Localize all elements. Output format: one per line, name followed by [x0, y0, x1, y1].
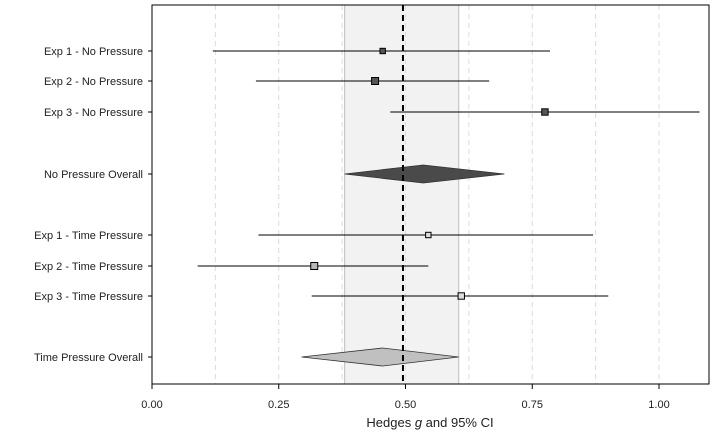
x-axis-title: Hedges g and 95% CI: [366, 415, 493, 430]
x-axis: 0.00 0.25 0.50 0.75 1.00: [141, 384, 670, 411]
row-label: No Pressure Overall: [44, 169, 143, 181]
row-label: Exp 1 - Time Pressure: [34, 230, 143, 242]
point-estimate: [371, 77, 380, 85]
row-marks: [197, 47, 700, 367]
point-estimate: [379, 47, 386, 55]
row-label: Exp 3 - Time Pressure: [34, 291, 143, 303]
row-label: Time Pressure Overall: [34, 352, 143, 364]
x-axis-title-part2: and 95% CI: [422, 415, 494, 430]
point-estimate: [457, 292, 465, 300]
point-estimate: [541, 108, 549, 116]
row-label: Exp 2 - No Pressure: [44, 76, 143, 88]
x-tick-label: 1.00: [648, 399, 669, 411]
x-axis-title-g: g: [415, 415, 423, 430]
x-tick-label: 0.00: [141, 399, 162, 411]
plot-frame: [151, 4, 710, 385]
x-tick-label: 0.50: [395, 399, 416, 411]
row-label: Exp 1 - No Pressure: [44, 46, 143, 58]
ci-shaded-region: [344, 4, 460, 385]
x-tick-label: 0.75: [522, 399, 543, 411]
row-label: Exp 3 - No Pressure: [44, 107, 143, 119]
row-label: Exp 2 - Time Pressure: [34, 261, 143, 273]
gridlines: [214, 5, 660, 384]
x-tick-label: 0.25: [268, 399, 289, 411]
point-estimate: [425, 231, 432, 239]
summary-diamond: [344, 164, 505, 184]
summary-diamond: [301, 347, 459, 367]
point-estimate: [310, 262, 319, 270]
x-axis-title-part1: Hedges: [366, 415, 414, 430]
row-labels: Exp 1 - No Pressure Exp 2 - No Pressure Ex…: [34, 46, 152, 364]
